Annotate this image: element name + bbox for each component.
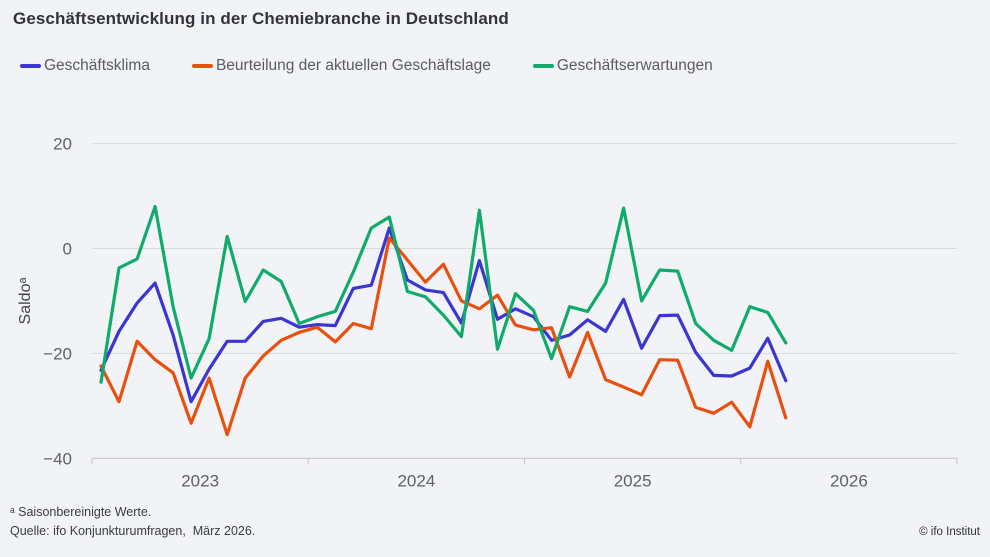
- y-axis-tick-label: −20: [43, 344, 72, 363]
- y-axis-tick-label: −40: [43, 449, 72, 468]
- y-axis-tick-label: 0: [63, 240, 72, 259]
- series-line-gesch-ftsklima[interactable]: [99, 226, 788, 404]
- legend-label: Geschäftsklima: [44, 57, 150, 74]
- x-axis-year-label: 2024: [397, 471, 435, 490]
- legend-label: Geschäftserwartungen: [556, 57, 713, 74]
- series-line-gesch-ftserwartungen[interactable]: [99, 204, 788, 384]
- x-axis-year-label: 2023: [181, 471, 219, 490]
- series-line-beurteilung-der-aktuellen-gesch-ftslage[interactable]: [99, 236, 788, 437]
- copyright-ifo-institut: © ifo Institut: [919, 526, 980, 538]
- legend-label: Beurteilung der aktuellen Geschäftslage: [215, 57, 491, 74]
- legend-swatch-blue-icon: [20, 64, 41, 68]
- y-axis-title: Saldoᵃ: [17, 277, 34, 325]
- footnote-note: ᵃ Saisonbereinigte Werte.: [10, 505, 152, 519]
- x-axis-year-label: 2026: [830, 471, 868, 490]
- chart-title: Geschäftsentwicklung in der Chemiebranch…: [13, 9, 509, 28]
- footnote-source: Quelle: ifo Konjunkturumfragen, März 202…: [10, 524, 256, 538]
- legend-item-geschaeftserwartungen[interactable]: Geschäftserwartungen: [532, 57, 713, 75]
- y-axis-tick-label: 20: [53, 135, 72, 154]
- legend-item-geschaeftslage[interactable]: Beurteilung der aktuellen Geschäftslage: [191, 57, 491, 75]
- legend-swatch-green-icon: [532, 64, 554, 68]
- legend-swatch-orange-icon: [191, 64, 213, 68]
- x-axis-year-label: 2025: [614, 471, 652, 490]
- legend-item-geschaeftsklima[interactable]: Geschäftsklima: [20, 57, 150, 75]
- chart-legend: Geschäftsklima Beurteilung der aktuellen…: [20, 57, 713, 75]
